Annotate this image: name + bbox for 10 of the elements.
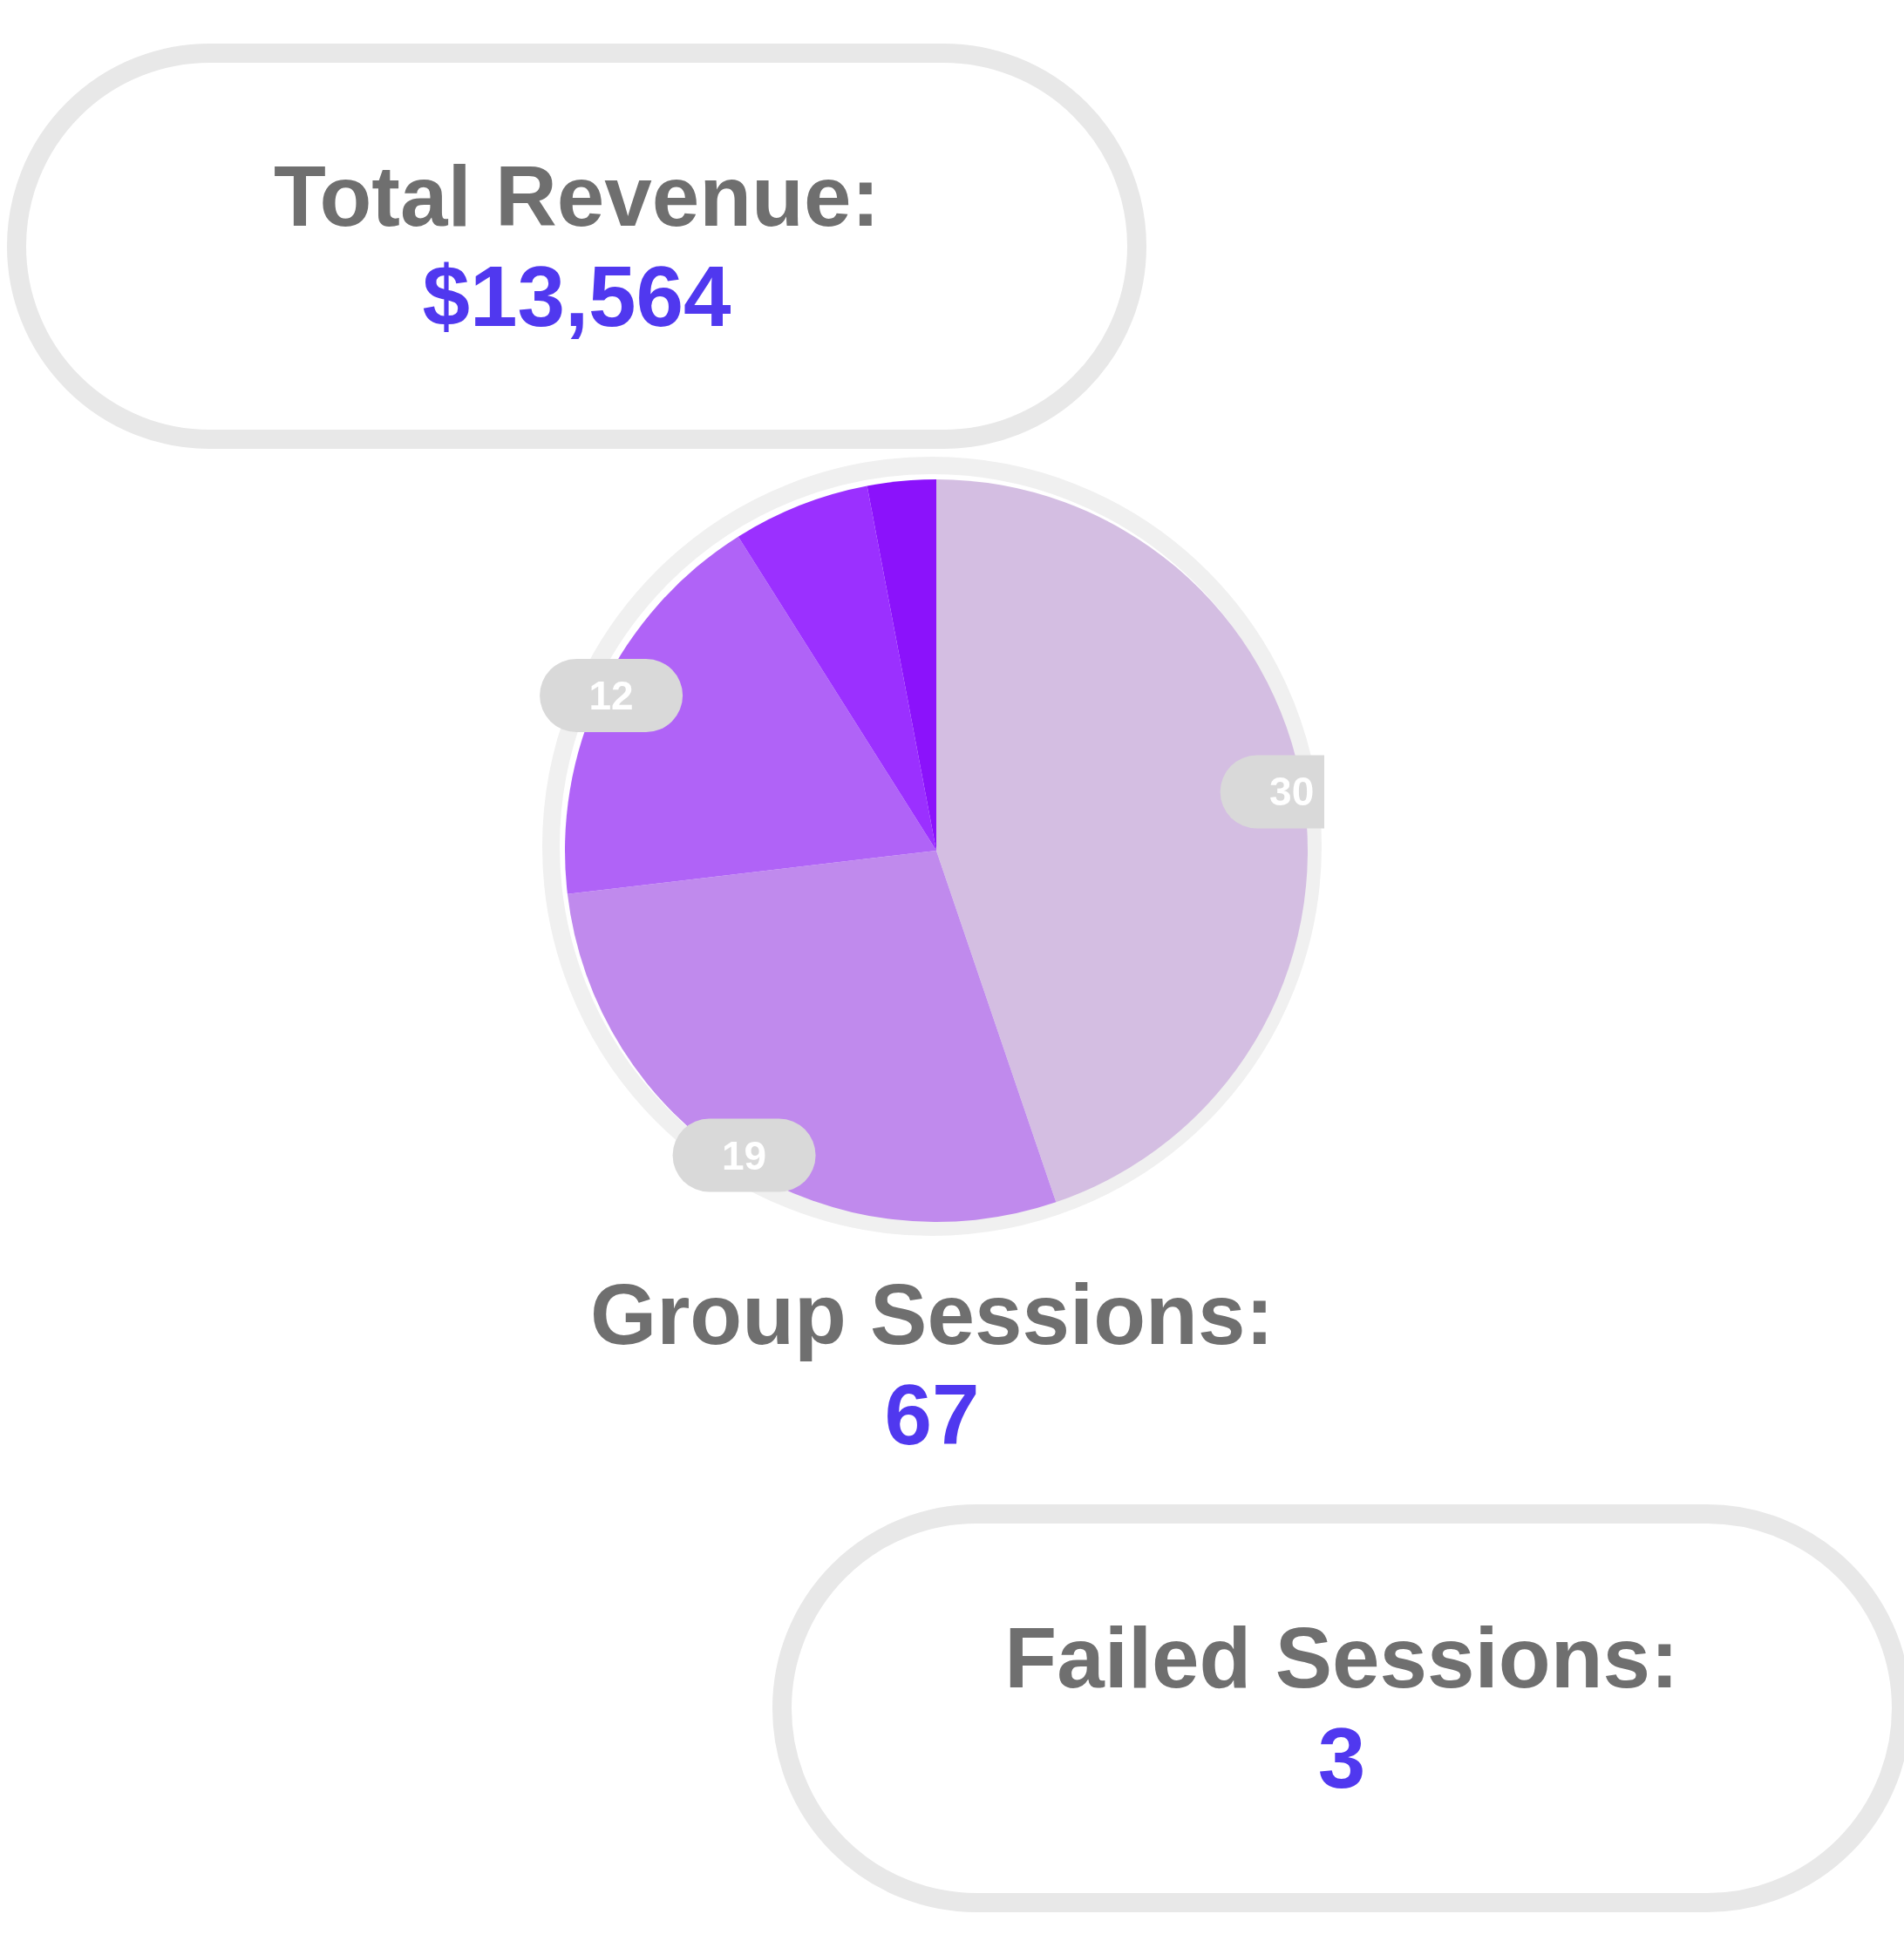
text: Total Revenue: [273, 146, 881, 246]
text: $13,564 [422, 247, 731, 346]
text: Failed Sessions: [1004, 1609, 1679, 1707]
text: 3 [1317, 1709, 1366, 1808]
pie-slice [867, 479, 936, 851]
pie-slice [567, 851, 1057, 1222]
pie-slice [738, 485, 936, 851]
text: Group Sessions: [588, 1266, 1275, 1364]
text: 67 [883, 1366, 981, 1464]
pie-slice [565, 536, 936, 894]
